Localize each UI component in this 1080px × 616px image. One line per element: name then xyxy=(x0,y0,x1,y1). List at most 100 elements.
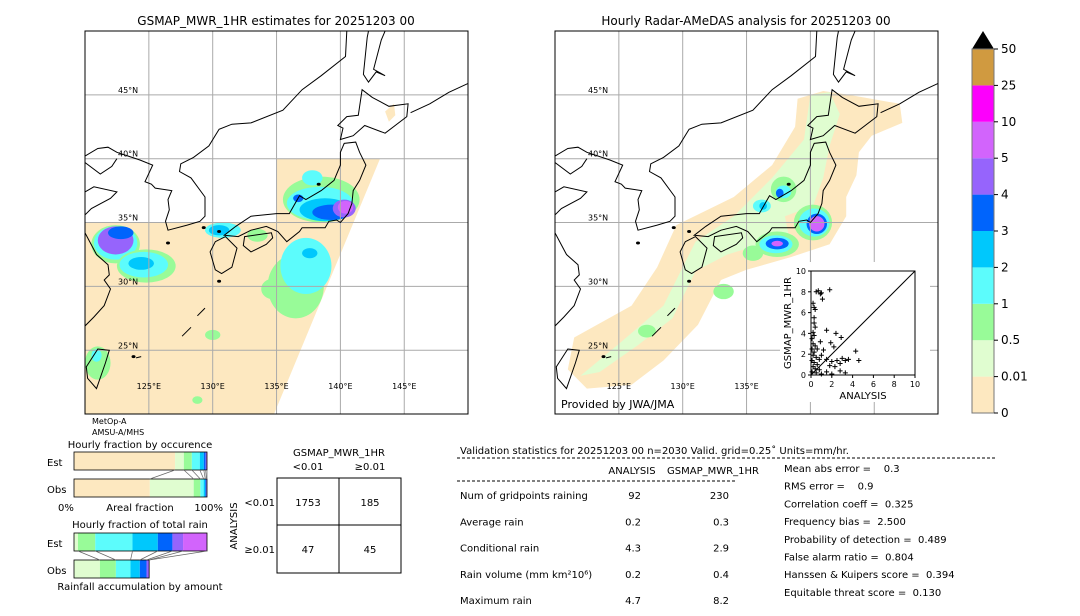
scatter-point xyxy=(812,306,818,312)
rain-area xyxy=(742,245,764,261)
latitude-label: 45°N xyxy=(588,86,608,95)
rain-area xyxy=(638,324,656,338)
island xyxy=(316,182,321,186)
coastline-shandong xyxy=(555,186,588,216)
colorbar-segment xyxy=(972,376,994,413)
scatter-ytick: 10 xyxy=(796,267,806,276)
obs-fraction-segment xyxy=(146,560,150,578)
obs-fraction-segment xyxy=(130,560,140,578)
latitude-label: 40°N xyxy=(118,150,138,159)
scatter-point xyxy=(837,368,843,374)
scatter-point xyxy=(814,346,820,352)
scatter-point xyxy=(827,287,833,293)
scatter-point xyxy=(824,327,830,333)
scatter-point xyxy=(834,357,840,363)
est-fraction-segment xyxy=(205,452,207,470)
scatter-point xyxy=(811,315,817,321)
stats-col-gsmap: GSMAP_MWR_1HR xyxy=(667,466,759,477)
colorbar-segment xyxy=(972,85,994,122)
rain-area xyxy=(128,257,154,270)
coastline-asia xyxy=(555,31,818,231)
scatter-inset: 0 2 4 6 8 10 0 2 4 6 8 10 ANALYSIS GSMAP_MWR_1HR xyxy=(780,262,930,402)
obs-fraction-segment xyxy=(74,560,100,578)
longitude-label: 130°E xyxy=(671,382,695,391)
coastline-liaodong xyxy=(555,158,588,175)
coastline-honshu xyxy=(692,141,837,243)
est-fraction-segment xyxy=(157,533,173,551)
island xyxy=(636,241,641,245)
stats-row-gsmap: 0.4 xyxy=(713,570,729,581)
rain-area xyxy=(247,228,268,242)
right-map-title: Hourly Radar-AMeDAS analysis for 2025120… xyxy=(601,14,890,28)
scatter-point xyxy=(810,352,816,358)
obs-fraction-segment xyxy=(205,479,207,497)
longitude-label: 145°E xyxy=(392,382,416,391)
obs-fraction-segment xyxy=(99,560,116,578)
colorbar-tick-label: 50 xyxy=(1001,42,1016,56)
est-fraction-segment xyxy=(74,533,78,551)
scatter-point xyxy=(831,344,837,350)
scatter-point xyxy=(816,356,822,362)
coastline-sakhalin xyxy=(362,31,386,83)
coastline-hokkaido xyxy=(806,88,879,141)
coastline-kuril xyxy=(410,82,468,114)
est-fraction-segment xyxy=(203,452,206,470)
latitude-label: 35°N xyxy=(118,214,138,223)
rain-area xyxy=(713,283,734,300)
stats-row-gsmap: 8.2 xyxy=(713,596,729,607)
colorbar-tick-label: 1 xyxy=(1001,297,1009,311)
scatter-point xyxy=(818,352,824,358)
obs-fraction-segment xyxy=(139,560,147,578)
est-fraction-segment xyxy=(183,533,207,551)
contingency-col-title: GSMAP_MWR_1HR xyxy=(293,448,385,459)
scatter-point xyxy=(838,335,844,341)
totalrain-xlabel: Rainfall accumulation by amount xyxy=(57,582,222,593)
colorbar: 0 0.01 0.5 1 2 3 4 5 10 25 50 xyxy=(971,31,1028,420)
scatter-point xyxy=(813,354,819,360)
coastline-shikoku xyxy=(712,232,744,253)
latitude-label: 45°N xyxy=(118,86,138,95)
scatter-ytick: 2 xyxy=(801,350,806,359)
longitude-label: 135°E xyxy=(734,382,758,391)
latitude-label: 30°N xyxy=(118,277,138,286)
est-fraction-segment xyxy=(191,452,200,470)
data-credit: Provided by JWA/JMA xyxy=(561,398,675,411)
obs-fraction-segment xyxy=(74,479,150,497)
coastline-taiwan xyxy=(555,348,580,390)
est-fraction-segment xyxy=(95,533,133,551)
colorbar-tick-label: 10 xyxy=(1001,115,1016,129)
est-fraction-segment xyxy=(175,452,184,470)
colorbar-segment xyxy=(972,340,994,377)
contingency-cell: 47 xyxy=(302,545,315,556)
stats-row-analysis: 92 xyxy=(628,491,641,502)
left-map-title: GSMAP_MWR_1HR estimates for 20251203 00 xyxy=(137,14,414,28)
scatter-point xyxy=(842,357,848,363)
stats-row-label: Num of gridpoints raining xyxy=(460,491,588,502)
scatter-point xyxy=(827,363,833,369)
scatter-ytick: 8 xyxy=(801,288,806,297)
scatter-point xyxy=(856,357,862,363)
colorbar-tick-label: 0 xyxy=(1001,406,1009,420)
radar-rain-area xyxy=(580,92,840,376)
rain-area xyxy=(91,348,102,362)
scatter-point xyxy=(818,371,824,377)
island xyxy=(131,355,136,359)
scatter-point xyxy=(811,349,817,355)
scatter-point xyxy=(853,348,859,354)
scatter-xtick: 4 xyxy=(850,380,855,389)
stats-row-gsmap: 2.9 xyxy=(713,544,729,555)
stats-score: Frequency bias = 2.500 xyxy=(784,517,906,528)
colorbar-tick-label: 3 xyxy=(1001,224,1009,238)
longitude-label: 125°E xyxy=(137,382,161,391)
island xyxy=(217,229,222,233)
scatter-point xyxy=(810,329,816,335)
coastline-china xyxy=(555,232,582,327)
island xyxy=(671,226,676,230)
scatter-point xyxy=(824,356,830,362)
scatter-point xyxy=(839,355,845,361)
coastline-ryukyu3 xyxy=(605,356,612,359)
scatter-xtick: 0 xyxy=(808,380,813,389)
island xyxy=(687,279,692,283)
island xyxy=(786,182,791,186)
